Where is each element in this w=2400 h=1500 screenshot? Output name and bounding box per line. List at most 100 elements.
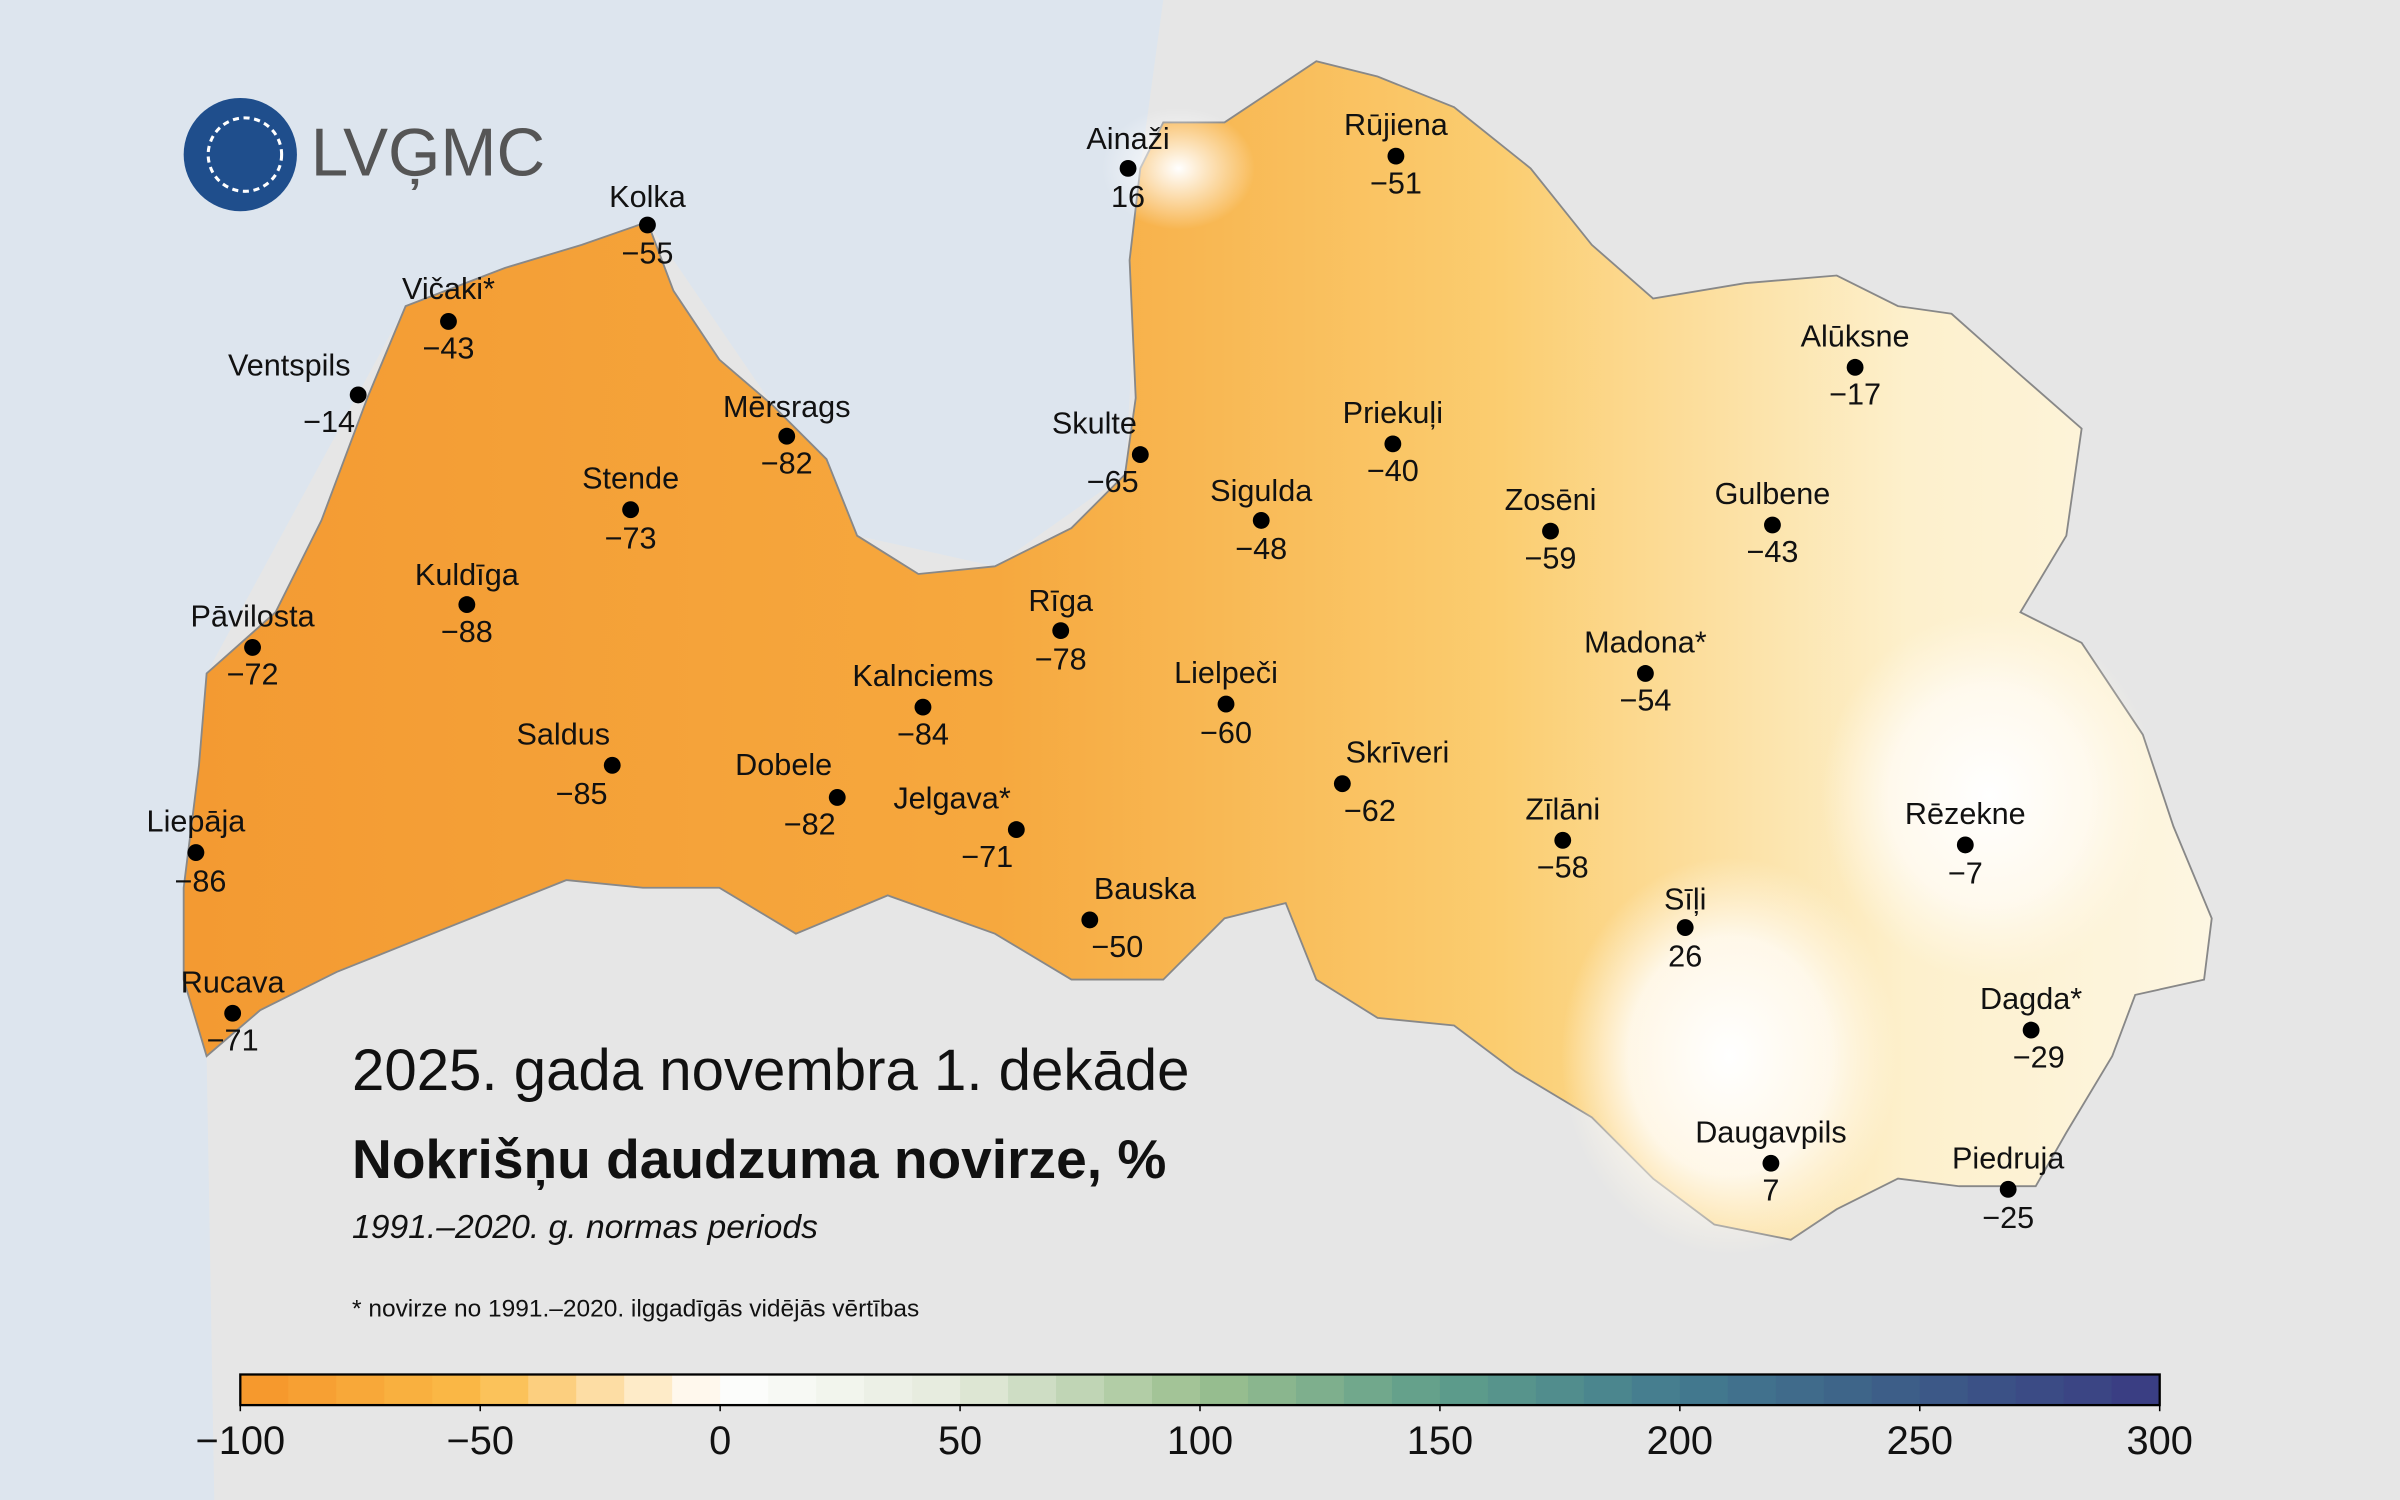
station-name: Mērsrags — [723, 390, 851, 424]
station-dot — [603, 756, 621, 774]
station-value: −60 — [1200, 716, 1252, 750]
station-name: Vičaki* — [402, 272, 495, 306]
wet-area — [1821, 612, 2159, 980]
colorbar-step — [816, 1374, 865, 1406]
colorbar-step — [1008, 1374, 1057, 1406]
colorbar-tick-label: −50 — [446, 1419, 513, 1463]
station-dot — [349, 386, 367, 404]
colorbar-step — [624, 1374, 673, 1406]
colorbar-step — [384, 1374, 434, 1406]
station-value: −55 — [621, 237, 673, 271]
colorbar-step — [576, 1374, 625, 1406]
subtitle: 1991.–2020. g. normas periods — [352, 1209, 818, 1246]
station-name: Skulte — [1052, 407, 1137, 441]
station-name: Kuldīga — [415, 558, 520, 592]
wet-area — [1102, 107, 1256, 230]
station-name: Ainaži — [1086, 122, 1169, 156]
colorbar-step — [1919, 1374, 1969, 1406]
station-value: −43 — [1746, 535, 1798, 569]
wet-area — [1561, 857, 1898, 1256]
station-value: −84 — [897, 717, 949, 751]
station-value: −78 — [1035, 642, 1087, 676]
colorbar-step — [240, 1374, 290, 1406]
station-dot — [1052, 622, 1070, 640]
colorbar-step — [2111, 1374, 2161, 1406]
colorbar-step — [480, 1374, 529, 1406]
colorbar-step — [1391, 1374, 1441, 1406]
station-dot — [914, 698, 932, 716]
station-value: −73 — [605, 521, 657, 555]
colorbar-tick-label: −100 — [196, 1419, 286, 1463]
station-value: −88 — [441, 615, 493, 649]
station-dot — [639, 216, 656, 234]
station-name: Liepāja — [147, 805, 247, 839]
logo-mark — [183, 97, 297, 212]
station-name: Sigulda — [1210, 474, 1313, 508]
station-dot — [1387, 147, 1405, 165]
colorbar-step — [528, 1374, 577, 1406]
station-name: Rucava — [181, 965, 286, 999]
footnote: * novirze no 1991.–2020. ilggadīgās vidē… — [352, 1296, 919, 1323]
station-value: −86 — [175, 864, 227, 898]
station-dot — [622, 501, 640, 519]
station-value: −17 — [1829, 378, 1881, 412]
colorbar-step — [1823, 1374, 1873, 1406]
station-value: 16 — [1111, 180, 1145, 214]
station-name: Sīļi — [1664, 883, 1707, 917]
station-name: Priekuļi — [1343, 396, 1443, 430]
station-name: Kolka — [609, 180, 687, 214]
station-value: −65 — [1087, 465, 1139, 499]
colorbar-tick-label: 300 — [2127, 1419, 2193, 1463]
colorbar-step — [1295, 1374, 1345, 1406]
station-value: −40 — [1367, 454, 1419, 488]
station-value: −71 — [961, 840, 1013, 874]
station-value: −71 — [207, 1023, 259, 1057]
station-value: −14 — [303, 405, 355, 439]
colorbar-step — [1487, 1374, 1537, 1406]
station-value: −82 — [761, 446, 813, 480]
colorbar-step — [1152, 1374, 1201, 1406]
station-value: −72 — [227, 658, 279, 692]
title: Nokrišņu daudzuma novirze, % — [352, 1128, 1166, 1191]
station-name: Zosēni — [1505, 483, 1597, 517]
station-dot — [458, 596, 476, 614]
colorbar-step — [912, 1374, 961, 1406]
colorbar-step — [1200, 1374, 1249, 1406]
station-dot — [440, 313, 457, 330]
station-dot — [1252, 511, 1270, 529]
station-dot — [1956, 836, 1974, 854]
colorbar-step — [1056, 1374, 1105, 1406]
colorbar-step — [1967, 1374, 2017, 1406]
colorbar-step — [1775, 1374, 1825, 1406]
station-dot — [1999, 1180, 2017, 1198]
colorbar-tick-label: 150 — [1407, 1419, 1473, 1463]
station-value: −7 — [1948, 857, 1983, 891]
station-name: Lielpeči — [1174, 656, 1278, 690]
station-dot — [1676, 919, 1694, 936]
colorbar-step — [1871, 1374, 1921, 1406]
station-name: Skrīveri — [1346, 736, 1450, 770]
station-name: Gulbene — [1715, 477, 1831, 511]
station-dot — [1333, 775, 1351, 793]
station-dot — [1384, 435, 1402, 453]
station-dot — [1846, 358, 1864, 376]
station-dot — [244, 639, 261, 656]
station-name: Jelgava* — [893, 782, 1011, 816]
colorbar-step — [960, 1374, 1009, 1406]
station-name: Daugavpils — [1695, 1115, 1846, 1149]
station-value: −85 — [556, 777, 608, 811]
colorbar-step — [768, 1374, 817, 1406]
station-name: Alūksne — [1801, 319, 1910, 353]
colorbar-step — [864, 1374, 913, 1406]
station-name: Kalnciems — [852, 659, 993, 693]
colorbar-step — [1535, 1374, 1585, 1406]
colorbar-tick-label: 50 — [938, 1419, 982, 1463]
station-name: Pāvilosta — [190, 599, 315, 633]
station-dot — [1554, 831, 1572, 849]
station-dot — [187, 844, 205, 861]
title: 2025. gada novembra 1. dekāde — [352, 1038, 1189, 1103]
station-value: −48 — [1235, 532, 1287, 566]
station-dot — [1217, 695, 1235, 713]
station-name: Zīlāni — [1525, 792, 1600, 826]
